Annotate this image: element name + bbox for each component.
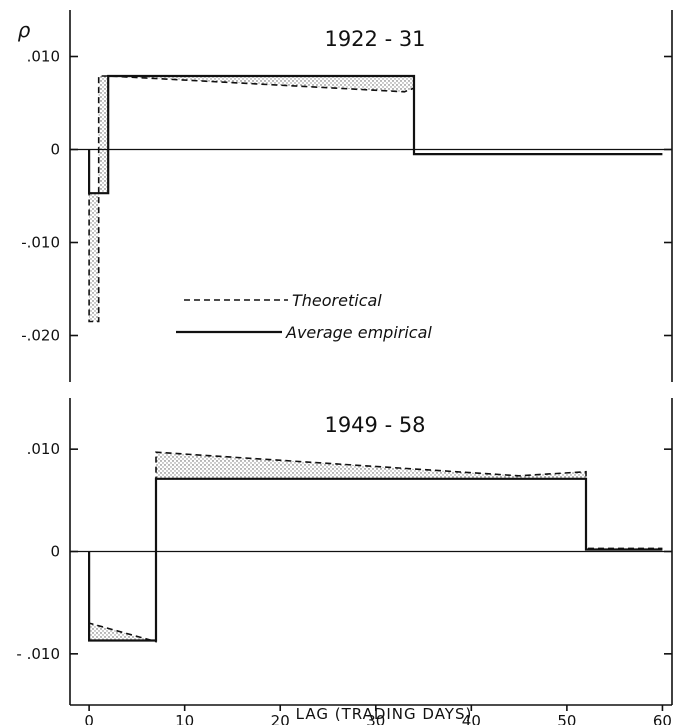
shaded-difference-region	[156, 452, 586, 479]
x-tick-label: 50	[557, 712, 576, 725]
panel-title-1922-31: 1922 - 31	[324, 27, 425, 51]
x-tick-label: 10	[175, 712, 194, 725]
legend: Theoretical Average empirical	[176, 291, 432, 342]
x-tick-label: 30	[366, 712, 385, 725]
y-tick-label: -.010	[21, 234, 60, 252]
series-line-theoretical	[88, 451, 663, 643]
x-tick-label: 40	[462, 712, 481, 725]
x-tick-label: 20	[271, 712, 290, 725]
x-axis-label: LAG (TRADING DAYS)	[296, 705, 473, 723]
y-tick-label: .010	[27, 440, 60, 458]
shaded-difference-region	[98, 76, 109, 194]
y-axis-label-rho: ρ	[18, 18, 31, 42]
series-line-average-empirical	[88, 477, 663, 642]
x-tick-label: 60	[653, 712, 672, 725]
series-line-theoretical	[88, 75, 663, 323]
y-tick-label: 0	[50, 141, 60, 159]
y-tick-label: -.020	[21, 327, 60, 345]
shaded-difference-region	[89, 193, 99, 322]
x-tick-label: 0	[84, 712, 94, 725]
y-tick-label: - .010	[16, 645, 60, 663]
legend-label-theoretical: Theoretical	[292, 291, 382, 310]
panel-1922-31: 1922 - 31 ρ .010 0 -.010 -.020	[18, 10, 673, 382]
y-tick-label: 0	[50, 543, 60, 561]
series-line-average-empirical	[88, 74, 663, 195]
y-tick-label: .010	[27, 48, 60, 66]
panel-1949-58: 1949 - 58 LAG (TRADING DAYS) .010 0 - .010…	[16, 398, 673, 725]
panel-title-1949-58: 1949 - 58	[324, 413, 425, 437]
legend-label-average-empirical: Average empirical	[285, 323, 432, 342]
